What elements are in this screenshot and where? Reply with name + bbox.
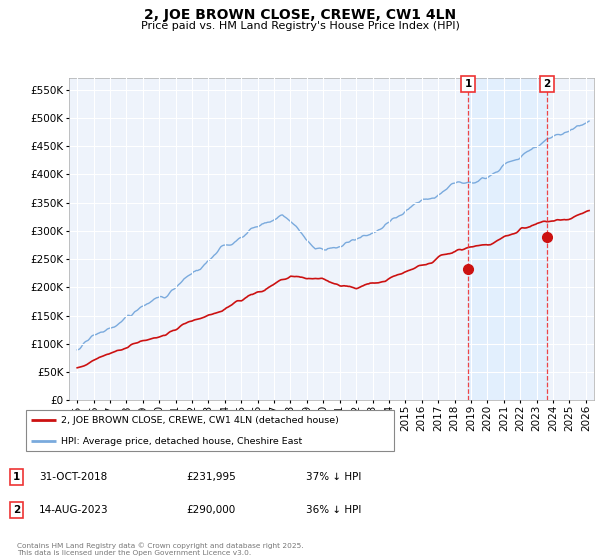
Text: Price paid vs. HM Land Registry's House Price Index (HPI): Price paid vs. HM Land Registry's House …	[140, 21, 460, 31]
Text: 2: 2	[13, 505, 20, 515]
Text: £290,000: £290,000	[186, 505, 235, 515]
Text: £231,995: £231,995	[186, 472, 236, 482]
Text: 1: 1	[464, 79, 472, 89]
FancyBboxPatch shape	[26, 410, 394, 451]
Text: HPI: Average price, detached house, Cheshire East: HPI: Average price, detached house, Ches…	[61, 437, 302, 446]
Text: Contains HM Land Registry data © Crown copyright and database right 2025.
This d: Contains HM Land Registry data © Crown c…	[17, 542, 304, 556]
Text: 31-OCT-2018: 31-OCT-2018	[39, 472, 107, 482]
Text: 2: 2	[543, 79, 550, 89]
Bar	[468, 78, 547, 400]
Text: 14-AUG-2023: 14-AUG-2023	[39, 505, 109, 515]
Text: 2, JOE BROWN CLOSE, CREWE, CW1 4LN (detached house): 2, JOE BROWN CLOSE, CREWE, CW1 4LN (deta…	[61, 416, 339, 424]
Text: 37% ↓ HPI: 37% ↓ HPI	[306, 472, 361, 482]
Text: 1: 1	[13, 472, 20, 482]
Text: 36% ↓ HPI: 36% ↓ HPI	[306, 505, 361, 515]
Text: 2, JOE BROWN CLOSE, CREWE, CW1 4LN: 2, JOE BROWN CLOSE, CREWE, CW1 4LN	[144, 8, 456, 22]
